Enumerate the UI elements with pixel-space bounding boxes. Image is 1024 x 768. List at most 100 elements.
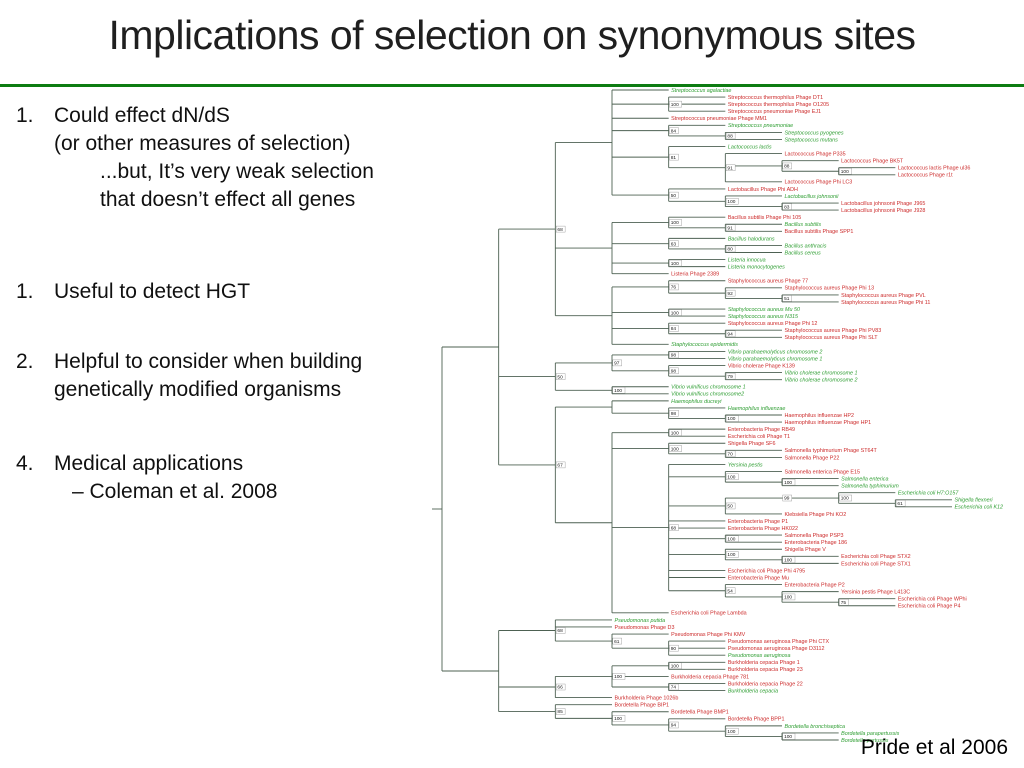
bootstrap-box bbox=[725, 132, 736, 140]
taxon-label: Bacillus subtilis Phage Phi 105 bbox=[728, 215, 801, 221]
bootstrap-value: 94 bbox=[727, 331, 733, 337]
bootstrap-value: 100 bbox=[614, 388, 622, 394]
bootstrap-value: 100 bbox=[784, 734, 792, 740]
taxon-label: Escherichia coli Phage STX2 bbox=[841, 554, 911, 560]
taxon-label: Staphylococcus aureus Phage PVL bbox=[841, 293, 926, 299]
bullet-number: 1. bbox=[16, 104, 34, 127]
bootstrap-box bbox=[725, 164, 736, 171]
bootstrap-box bbox=[725, 224, 736, 231]
bootstrap-value: 81 bbox=[671, 155, 677, 161]
bullet-text: Medical applications bbox=[54, 452, 244, 475]
taxon-label: Haemophilus influenzae HP2 bbox=[785, 413, 855, 419]
bootstrap-value: 100 bbox=[671, 446, 679, 452]
bootstrap-value: 100 bbox=[784, 480, 792, 486]
taxon-label: Haemophilus influenzae Phage HP1 bbox=[785, 420, 872, 426]
bootstrap-value: 100 bbox=[727, 475, 735, 481]
bootstrap-value: 98 bbox=[671, 369, 677, 375]
bootstrap-box bbox=[555, 461, 566, 469]
bootstrap-box bbox=[669, 445, 682, 452]
taxon-label: Escherichia coli Phage Lambda bbox=[671, 611, 747, 617]
bootstrap-value: 100 bbox=[671, 310, 679, 316]
bootstrap-value: 88 bbox=[727, 134, 733, 140]
bootstrap-box bbox=[669, 644, 679, 652]
bootstrap-box bbox=[669, 309, 682, 316]
taxon-label: Vibrio cholerae Phage K139 bbox=[728, 363, 795, 369]
taxon-label: Staphylococcus epidermidis bbox=[671, 342, 738, 348]
bootstrap-value: 83 bbox=[784, 204, 790, 210]
bootstrap-value: 100 bbox=[727, 552, 735, 558]
bootstrap-box bbox=[669, 191, 679, 199]
taxon-label: Pseudomonas Phage D3 bbox=[615, 625, 675, 631]
bootstrap-value: 98 bbox=[671, 353, 677, 359]
bootstrap-box bbox=[669, 429, 682, 436]
taxon-label: Bordetella pertussis bbox=[841, 738, 889, 744]
bootstrap-value: 100 bbox=[727, 199, 735, 205]
taxon-label: Yersinia pestis Phage L413C bbox=[841, 590, 910, 596]
bullet-item-3: 2. Helpful to consider when building gen… bbox=[16, 348, 468, 404]
bootstrap-box bbox=[555, 683, 566, 691]
bootstrap-box bbox=[725, 727, 739, 735]
taxon-label: Vibrio cholerae chromosome 1 bbox=[785, 371, 858, 377]
bootstrap-box bbox=[725, 535, 739, 542]
taxon-label: Salmonella enterica bbox=[841, 476, 888, 482]
taxon-label: Salmonella typhimurium bbox=[841, 484, 899, 490]
taxon-label: Enterobacteria Phage P1 bbox=[728, 519, 788, 525]
bootstrap-value: 100 bbox=[841, 496, 849, 502]
bullet-text: (or other measures of selection) bbox=[54, 132, 351, 155]
bullet-subtext: ...but, It’s very weak selection bbox=[100, 160, 374, 183]
bootstrap-box bbox=[725, 415, 739, 422]
taxon-label: Lactococcus Phage BK5T bbox=[841, 159, 904, 165]
bootstrap-value: 91 bbox=[727, 225, 733, 231]
bullet-text: Useful to detect HGT bbox=[54, 280, 251, 303]
bootstrap-value: 50 bbox=[727, 504, 733, 510]
taxon-label: Haemophilus influenzae bbox=[728, 406, 786, 412]
taxon-label: Lactobacillus johnsonii Phage J965 bbox=[841, 201, 925, 207]
citation: Pride et al 2006 bbox=[860, 736, 1008, 759]
taxon-label: Staphylococcus aureus Phage Phi 12 bbox=[728, 321, 818, 327]
title-divider bbox=[0, 84, 1024, 87]
bootstrap-value: 68 bbox=[671, 525, 677, 531]
bootstrap-box bbox=[669, 524, 679, 531]
bootstrap-value: 68 bbox=[557, 227, 563, 233]
bootstrap-box bbox=[612, 637, 622, 645]
bootstrap-value: 100 bbox=[784, 595, 792, 601]
bootstrap-box bbox=[725, 551, 739, 558]
taxon-label: Streptococcus agalactiae bbox=[671, 88, 731, 94]
bootstrap-value: 76 bbox=[671, 285, 677, 291]
taxon-label: Staphylococcus aureus Phage Phi PV83 bbox=[785, 328, 882, 334]
bootstrap-value: 66 bbox=[557, 685, 563, 691]
bootstrap-value: 50 bbox=[671, 193, 677, 199]
bootstrap-box bbox=[782, 295, 792, 302]
taxon-label: Enterobacteria Phage RB49 bbox=[728, 427, 795, 433]
bootstrap-value: 94 bbox=[671, 723, 677, 729]
bootstrap-box bbox=[669, 127, 679, 134]
taxon-label: Listeria innocua bbox=[728, 257, 766, 263]
taxon-label: Pseudomonas aeruginosa Phage Phi CTX bbox=[728, 639, 830, 645]
taxon-label: Burkholderia Phage 1026b bbox=[615, 696, 679, 702]
bootstrap-value: 51 bbox=[784, 296, 790, 302]
taxon-label: Staphylococcus aureus Phage Phi 13 bbox=[785, 286, 875, 292]
bootstrap-value: 99 bbox=[784, 496, 790, 502]
taxon-label: Vibrio vulnificus chromosome 1 bbox=[671, 385, 746, 391]
bootstrap-value: 100 bbox=[727, 416, 735, 422]
bootstrap-box bbox=[725, 245, 736, 253]
taxon-label: Escherichia coli Phage WPhi bbox=[898, 597, 967, 603]
bootstrap-value: 100 bbox=[841, 169, 849, 175]
taxon-label: Lactococcus lactis bbox=[728, 144, 772, 150]
taxon-label: Enterobacteria Phage Mu bbox=[728, 575, 789, 581]
bootstrap-box bbox=[612, 359, 622, 367]
bullet-text: Helpful to consider when building bbox=[54, 350, 363, 373]
taxon-label: Shigella Phage V bbox=[785, 547, 827, 553]
taxon-label: Pseudomonas aeruginosa bbox=[728, 653, 791, 659]
taxon-label: Enterobacteria Phage HK022 bbox=[728, 526, 798, 532]
taxon-label: Lactococcus lactis Phage ul36 bbox=[898, 166, 971, 172]
taxon-label: Streptococcus pneumoniae bbox=[728, 123, 793, 129]
bootstrap-value: 84 bbox=[671, 128, 677, 134]
bootstrap-box bbox=[669, 259, 682, 267]
taxon-label: Bacillus anthracis bbox=[785, 243, 827, 249]
taxon-label: Klebsiella Phage Phi KO2 bbox=[785, 512, 847, 518]
bootstrap-value: 63 bbox=[671, 241, 677, 247]
taxon-label: Staphylococcus aureus Phage Phi SLT bbox=[785, 335, 879, 341]
bootstrap-box bbox=[782, 556, 796, 564]
taxon-label: Lactobacillus johnsonii bbox=[785, 194, 840, 200]
